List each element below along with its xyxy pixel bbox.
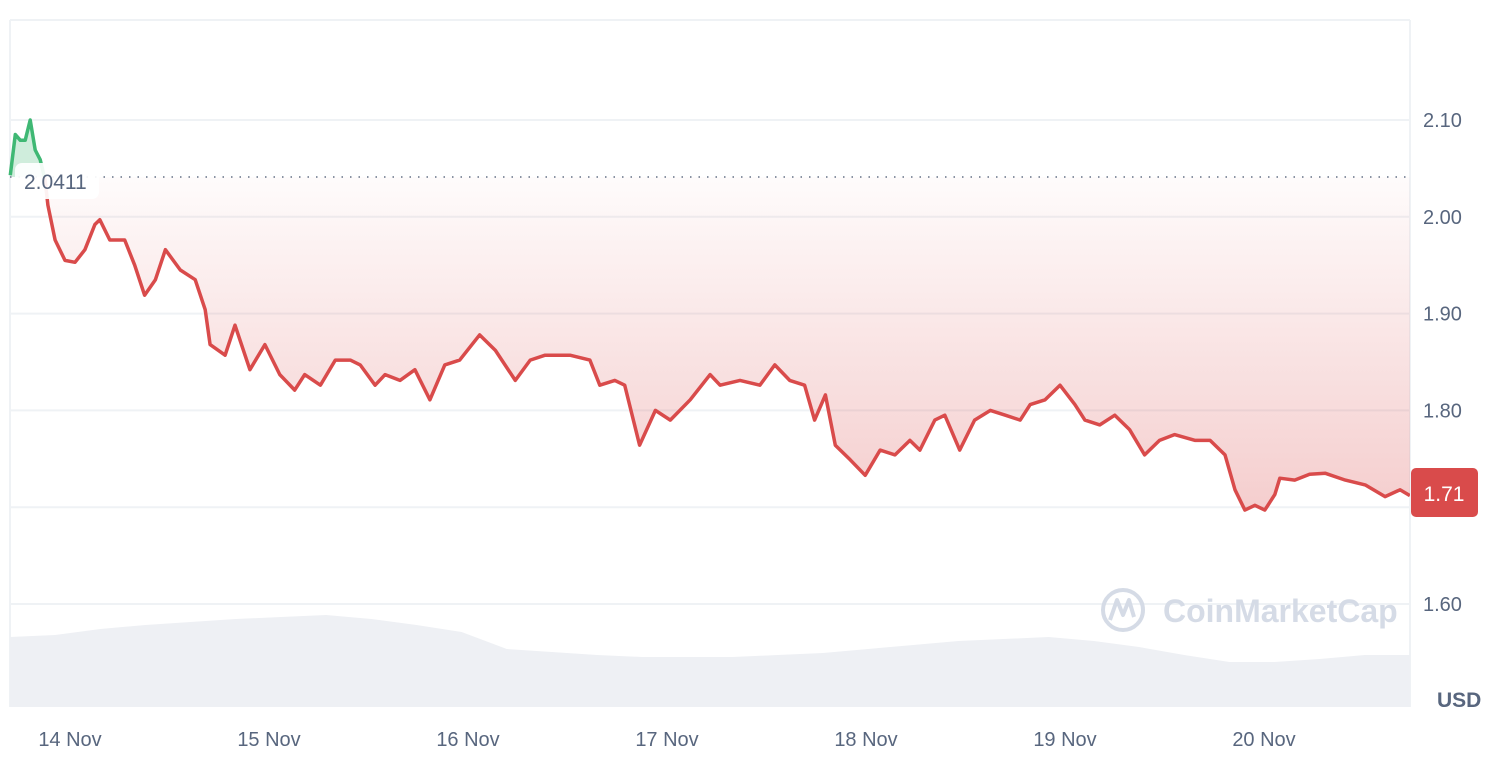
x-tick-label: 20 Nov bbox=[1232, 729, 1295, 751]
y-tick-label: 2.10 bbox=[1423, 110, 1462, 132]
y-tick-label: 1.60 bbox=[1423, 594, 1462, 616]
price-line bbox=[8, 118, 1410, 512]
watermark-text: CoinMarketCap bbox=[1163, 593, 1398, 629]
y-axis: 2.10 2.00 1.90 1.80 1.60 bbox=[1423, 110, 1462, 616]
x-tick-label: 17 Nov bbox=[635, 729, 698, 751]
volume-area bbox=[10, 615, 1410, 707]
baseline-value-text: 2.0411 bbox=[24, 171, 87, 194]
down-area bbox=[44, 177, 1410, 511]
x-tick-label: 14 Nov bbox=[38, 729, 101, 751]
price-area bbox=[10, 120, 1410, 511]
x-tick-label: 18 Nov bbox=[834, 729, 897, 751]
price-line-down bbox=[42, 177, 1410, 512]
y-tick-label: 1.80 bbox=[1423, 400, 1462, 422]
y-tick-label: 2.00 bbox=[1423, 207, 1462, 229]
x-tick-label: 16 Nov bbox=[436, 729, 499, 751]
x-tick-label: 15 Nov bbox=[237, 729, 300, 751]
chart-frame bbox=[9, 19, 1411, 707]
y-tick-label: 1.90 bbox=[1423, 304, 1462, 326]
watermark-logo: CoinMarketCap bbox=[1101, 588, 1398, 632]
volume-bars bbox=[10, 615, 1410, 707]
current-price-badge: 1.71 bbox=[1411, 468, 1478, 517]
baseline-label: 2.0411 bbox=[15, 163, 99, 199]
currency-label: USD bbox=[1437, 689, 1481, 712]
x-tick-label: 19 Nov bbox=[1033, 729, 1096, 751]
x-axis: 14 Nov 15 Nov 16 Nov 17 Nov 18 Nov 19 Nov 20 N… bbox=[38, 729, 1295, 751]
current-price-text: 1.71 bbox=[1424, 483, 1465, 506]
